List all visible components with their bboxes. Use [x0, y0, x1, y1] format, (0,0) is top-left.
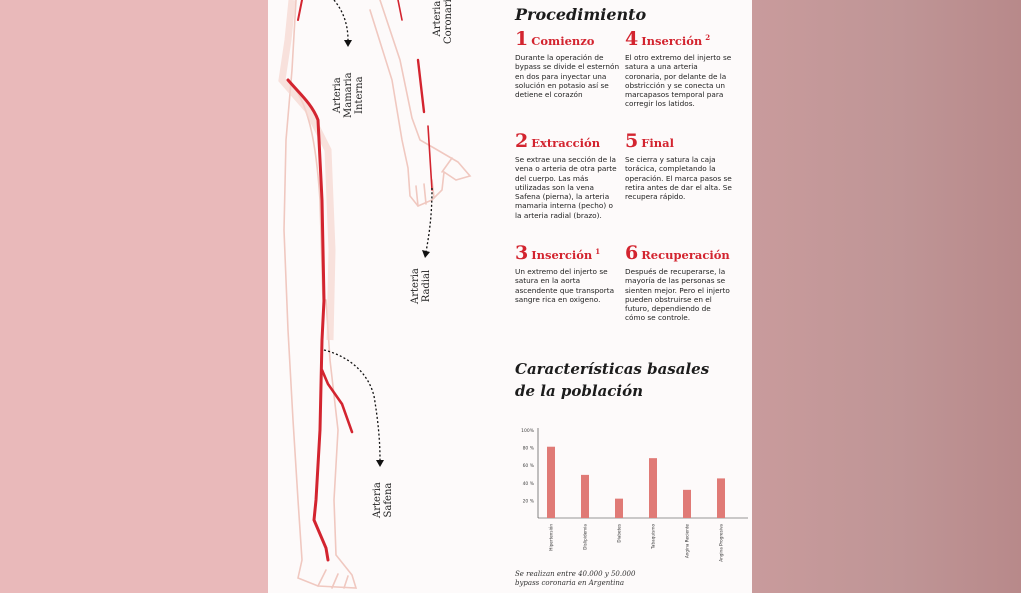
- y-tick-label: 100%: [521, 428, 535, 434]
- bar-3: [649, 458, 657, 518]
- step-5: 5 Final Se cierra y satura la caja torác…: [625, 130, 733, 201]
- x-tick-label: Hipertensión: [549, 524, 554, 551]
- population-title-line2: de la población: [515, 382, 644, 400]
- bar-4: [683, 489, 691, 518]
- background-right: [752, 0, 1021, 593]
- step-name: Final: [641, 136, 674, 150]
- label-arteria-coronaria: Arteria Coronaria: [432, 0, 454, 44]
- x-tick-label: Tabaquismo: [651, 524, 656, 550]
- step-number: 3: [515, 242, 529, 264]
- population-title-line1: Características basales: [515, 360, 710, 378]
- step-number: 2: [515, 130, 529, 152]
- step-text: El otro extremo del injerto se satura a …: [625, 53, 732, 109]
- step-1: 1 Comienzo Durante la operación de bypas…: [515, 28, 621, 99]
- y-tick-label: 20 %: [523, 498, 535, 504]
- step-heading: 1 Comienzo: [515, 28, 621, 50]
- step-text: Durante la operación de bypass se divide…: [515, 53, 620, 100]
- label-line: Arteria: [432, 0, 443, 37]
- footnote: Se realizan entre 40.000 y 50.000 bypass…: [515, 570, 655, 588]
- step-text: Se extrae una sección de la vena o arter…: [515, 155, 617, 220]
- step-superscript: 1: [595, 247, 601, 256]
- step-name: Inserción: [641, 34, 703, 48]
- step-heading: 6 Recuperación: [625, 242, 733, 264]
- x-tick-label: Diabetes: [617, 524, 622, 543]
- step-text: Un extremo del injerto se satura en la a…: [515, 267, 615, 304]
- infographic-panel: Arteria Mamaria Interna Arteria Coronari…: [268, 0, 752, 593]
- step-3: 3 Inserción 1 Un extremo del injerto se …: [515, 242, 621, 304]
- footnote-line1: Se realizan entre 40.000 y 50.000: [515, 570, 636, 578]
- bar-2: [615, 498, 623, 518]
- background-left: [0, 0, 268, 593]
- step-superscript: 2: [705, 33, 711, 42]
- bar-0: [547, 446, 555, 518]
- step-2: 2 Extracción Se extrae una sección de la…: [515, 130, 621, 220]
- bar-chart: 20 % 40 % 60 % 80 % 100% Hipertensión Dislipid…: [521, 428, 748, 562]
- label-line: Arteria: [332, 77, 343, 114]
- y-tick-label: 80 %: [523, 446, 535, 452]
- label-arteria-mamaria-interna: Arteria Mamaria Interna: [332, 72, 365, 118]
- body-illustration: [278, 0, 472, 589]
- step-heading: 3 Inserción 1: [515, 242, 621, 264]
- x-tick-label: Angina Reciente: [685, 524, 690, 559]
- bar-5: [717, 478, 725, 518]
- step-name: Comienzo: [531, 34, 595, 48]
- step-name: Recuperación: [641, 248, 730, 262]
- step-heading: 5 Final: [625, 130, 733, 152]
- label-arteria-radial: Arteria Radial: [410, 268, 432, 304]
- step-number: 5: [625, 130, 639, 152]
- step-text: Se cierra y satura la caja torácica, com…: [625, 155, 732, 202]
- step-6: 6 Recuperación Después de recuperarse, l…: [625, 242, 733, 323]
- label-line: Safena: [383, 482, 394, 518]
- step-text: Después de recuperarse, la mayoría de la…: [625, 267, 730, 323]
- step-heading: 2 Extracción: [515, 130, 621, 152]
- label-line: Mamaria: [343, 72, 354, 118]
- label-line: Arteria: [410, 268, 421, 304]
- label-line: Coronaria: [443, 0, 454, 44]
- step-4: 4 Inserción 2 El otro extremo del injert…: [625, 28, 733, 109]
- bar-1: [581, 474, 589, 518]
- step-heading: 4 Inserción 2: [625, 28, 733, 50]
- footnote-line2: bypass coronaria en Argentina: [515, 579, 625, 587]
- step-number: 4: [625, 28, 639, 50]
- x-tick-label: Dislipidemia: [583, 524, 588, 550]
- step-number: 6: [625, 242, 639, 264]
- label-arteria-safena: Arteria Safena: [372, 482, 394, 518]
- x-tick-label: Angina Progresiva: [719, 524, 724, 562]
- label-line: Arteria: [372, 482, 383, 518]
- step-name: Inserción: [531, 248, 593, 262]
- y-tick-label: 60 %: [523, 463, 535, 469]
- label-line: Interna: [354, 76, 365, 114]
- step-number: 1: [515, 28, 529, 50]
- procedure-title: Procedimiento: [515, 5, 647, 24]
- label-line: Radial: [421, 269, 432, 303]
- step-name: Extracción: [531, 136, 601, 150]
- y-tick-label: 40 %: [523, 481, 535, 487]
